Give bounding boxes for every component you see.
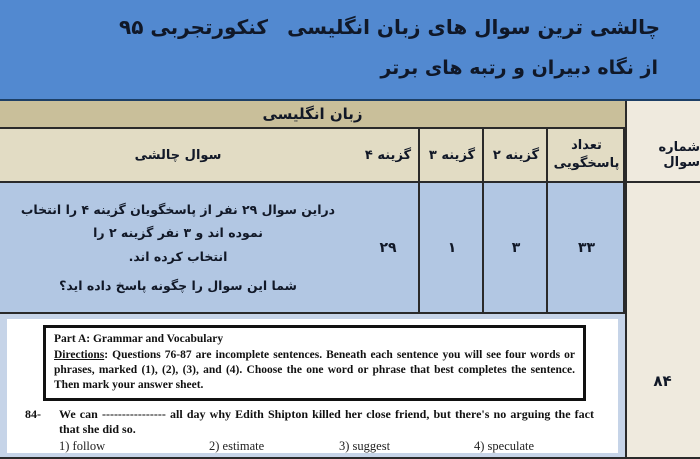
banner-subtitle: از نگاه دبیران و رتبه های برتر bbox=[380, 57, 658, 79]
column-header-option-3: گزینه ۳ bbox=[422, 129, 484, 181]
banner-exam-title: کنکورتجربی ۹۵ bbox=[119, 15, 268, 39]
question-text-line-1: دراین سوال ۲۹ نفر از پاسخگویان گزینه ۴ ر… bbox=[20, 202, 336, 241]
snippet-page: Part A: Grammar and Vocabulary Direction… bbox=[7, 319, 618, 453]
exam-choice-1: 1) follow bbox=[59, 439, 106, 454]
cell-option-4: ۲۹ bbox=[358, 183, 420, 312]
exam-choice-2: 2) estimate bbox=[209, 439, 265, 454]
question-text-line-2: انتخاب کرده اند. bbox=[128, 248, 228, 264]
cell-option-2: ۳ bbox=[486, 183, 548, 312]
directions-box: Part A: Grammar and Vocabulary Direction… bbox=[43, 325, 586, 401]
exam-question-choices: 1) follow 2) estimate 3) suggest 4) spec… bbox=[59, 439, 594, 454]
banner-main-title: چالشی ترین سوال های زبان انگلیسی bbox=[287, 15, 660, 39]
directions-paragraph: Directions: Questions 76-87 are incomple… bbox=[54, 348, 575, 393]
exam-choice-4: 4) speculate bbox=[474, 439, 535, 454]
question-number-column: شماره سوال ۸۴ bbox=[625, 101, 700, 459]
cell-question-number: ۸۴ bbox=[653, 372, 672, 390]
cell-option-3: ۱ bbox=[422, 183, 484, 312]
directions-text: : Questions 76-87 are incomplete sentenc… bbox=[54, 348, 575, 391]
subject-band: زبان انگلیسی bbox=[0, 101, 625, 129]
question-text-line-3: شما این سوال را چگونه پاسخ داده اید؟ bbox=[59, 277, 297, 293]
table-header-row: تعداد پاسخگویی گزینه ۲ گزینه ۳ گزینه ۴ س… bbox=[0, 129, 625, 183]
header-banner: چالشی ترین سوال های زبان انگلیسی کنکورتج… bbox=[0, 0, 700, 101]
part-a-heading: Part A: Grammar and Vocabulary bbox=[54, 333, 224, 345]
respondent-count-label-line1: تعداد bbox=[571, 138, 602, 154]
directions-label: Directions bbox=[54, 348, 105, 361]
cell-challenging-question: دراین سوال ۲۹ نفر از پاسخگویان گزینه ۴ ر… bbox=[0, 183, 356, 312]
cell-respondent-count: ۳۳ bbox=[550, 183, 625, 312]
question-table: شماره سوال ۸۴ زبان انگلیسی تعداد پاسخگوی… bbox=[0, 101, 700, 459]
exam-question-84: 84- We can ---------------- all day why … bbox=[25, 406, 594, 455]
exam-question-stem: We can ---------------- all day why Edit… bbox=[59, 406, 594, 436]
exam-question-number: 84- bbox=[25, 406, 41, 421]
exam-question-body: We can ---------------- all day why Edit… bbox=[59, 407, 594, 455]
column-header-respondent-count: تعداد پاسخگویی bbox=[550, 129, 625, 181]
respondent-count-label-line2: پاسخگویی bbox=[553, 156, 620, 171]
column-header-question-number: شماره سوال bbox=[625, 129, 700, 183]
exam-snippet-image: Part A: Grammar and Vocabulary Direction… bbox=[0, 314, 625, 459]
exam-choice-3: 3) suggest bbox=[339, 439, 391, 454]
column-header-option-2: گزینه ۲ bbox=[486, 129, 548, 181]
table-row: ۳۳ ۳ ۱ ۲۹ دراین سوال ۲۹ نفر از پاسخگویان… bbox=[0, 183, 625, 314]
column-header-challenging-question: سوال چالشی bbox=[134, 147, 222, 163]
banner-first-line: چالشی ترین سوال های زبان انگلیسی کنکورتج… bbox=[0, 12, 700, 46]
column-header-option-4: گزینه ۴ bbox=[358, 129, 420, 181]
